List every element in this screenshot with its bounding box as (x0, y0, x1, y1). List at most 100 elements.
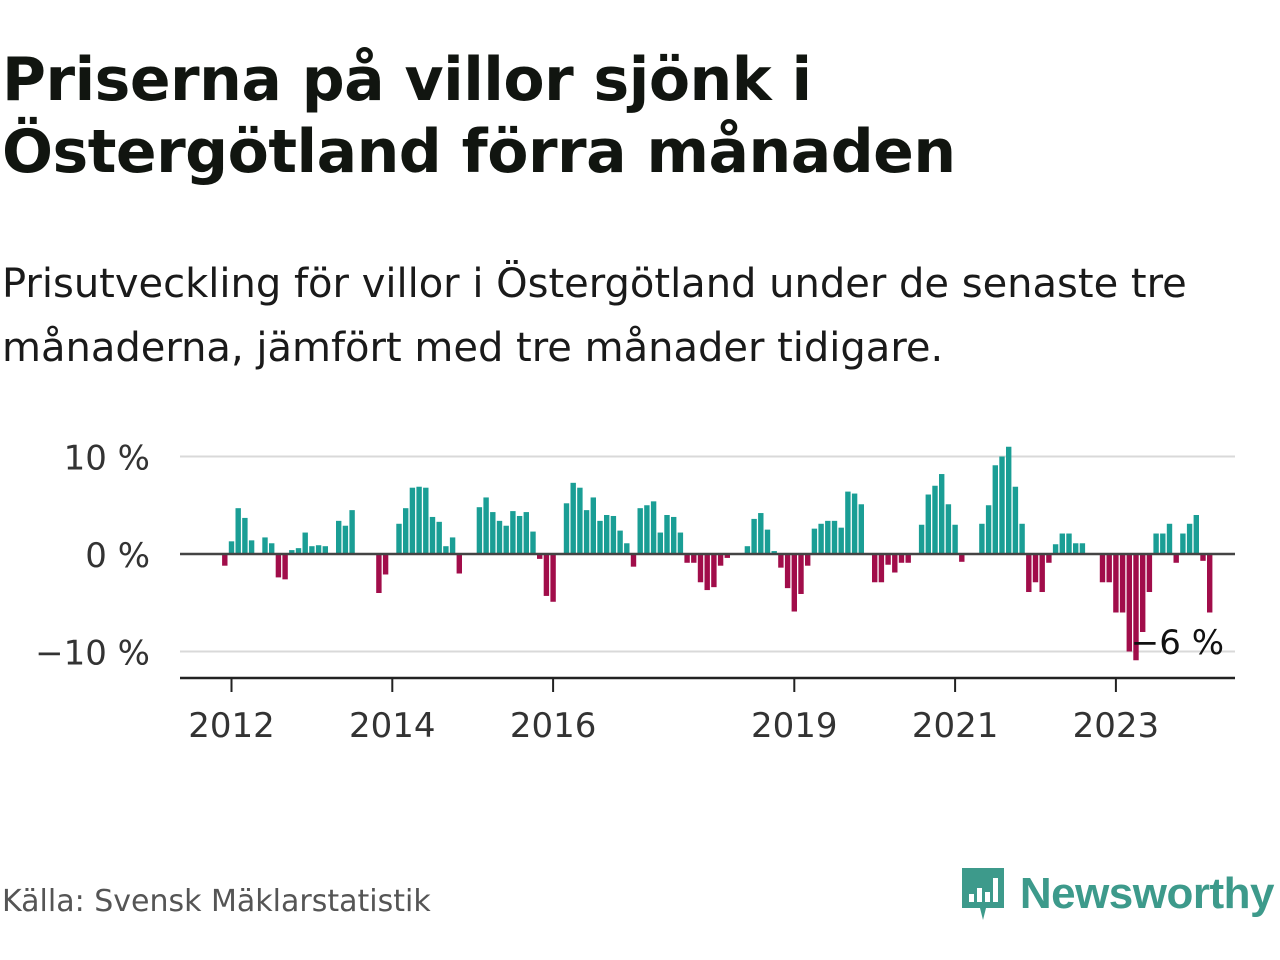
bar (1032, 554, 1039, 583)
y-tick-label: 10 % (64, 439, 150, 479)
bar (1186, 523, 1193, 554)
bar (671, 516, 677, 554)
bar (222, 554, 228, 566)
bar (798, 554, 804, 594)
bar (1160, 533, 1166, 554)
bar (1079, 543, 1086, 554)
bar (650, 501, 657, 554)
bar (516, 515, 523, 554)
bar (403, 508, 409, 554)
bar (577, 487, 583, 554)
bar (818, 523, 824, 554)
bar (1059, 533, 1065, 554)
bar (885, 554, 891, 565)
bar (831, 520, 838, 554)
bar (838, 527, 844, 554)
bar (436, 521, 442, 554)
brand-logo: Newsworthy (958, 862, 1275, 926)
bar (543, 554, 550, 596)
bar (289, 550, 295, 554)
bar (1106, 554, 1112, 583)
bar (322, 546, 328, 554)
bar (932, 485, 938, 554)
bar (302, 532, 308, 554)
bar (704, 554, 710, 591)
bar (845, 491, 851, 554)
y-axis-tick-labels: 10 % 0 % −10 % (35, 439, 150, 674)
bar (396, 523, 402, 554)
bar (295, 548, 302, 554)
bar (1119, 554, 1126, 613)
bar (939, 474, 945, 554)
bar (376, 554, 382, 593)
bar (490, 512, 496, 554)
chart-subtitle: Prisutveckling för villor i Östergötland… (2, 261, 1187, 371)
bar (443, 546, 449, 554)
bar (1180, 533, 1186, 554)
bar (724, 554, 730, 558)
bars (222, 446, 1213, 661)
x-tick-label: 2021 (912, 706, 999, 746)
bar (269, 543, 275, 554)
bar (784, 554, 791, 589)
bar (583, 510, 590, 555)
bar (959, 554, 965, 562)
bar (1173, 554, 1179, 563)
bar (315, 545, 322, 554)
bar (1133, 554, 1139, 661)
bar (604, 515, 610, 554)
bar (262, 537, 268, 554)
bar (610, 515, 617, 554)
bar (275, 554, 282, 578)
bar (248, 540, 255, 554)
bar (1006, 446, 1012, 554)
brand-name: Newsworthy (1019, 869, 1275, 918)
bar (1153, 533, 1159, 554)
bar (409, 487, 416, 554)
bar (805, 554, 811, 566)
bar (429, 516, 436, 554)
price-change-bar-chart: 10 % 0 % −10 % 2012 2014 2016 2019 2021 2023 −6… (35, 439, 1235, 746)
bar (1126, 554, 1132, 652)
x-axis-ticks: 2012 2014 2016 2019 2021 2023 (188, 678, 1159, 746)
bar (496, 520, 503, 554)
x-tick-label: 2014 (349, 706, 436, 746)
bar (637, 508, 643, 554)
bar (309, 546, 315, 554)
bar (985, 505, 992, 554)
bar (905, 554, 911, 563)
x-tick-label: 2019 (751, 706, 838, 746)
bar (1052, 544, 1059, 554)
bar (744, 546, 751, 554)
bar (925, 494, 931, 554)
bar (523, 512, 529, 554)
bar (1073, 543, 1079, 554)
bar (1207, 554, 1213, 613)
x-tick-label: 2012 (188, 706, 275, 746)
bar (228, 541, 235, 554)
bar (342, 525, 349, 554)
bar (456, 554, 462, 574)
bar (476, 507, 483, 554)
bar (1026, 554, 1032, 593)
bar (242, 517, 248, 554)
bar (1099, 554, 1106, 583)
bar (503, 525, 509, 554)
bar (550, 554, 556, 602)
bar (630, 554, 637, 567)
last-value-annotation: −6 % (1131, 623, 1224, 663)
y-tick-label: −10 % (35, 634, 150, 674)
bar (918, 524, 925, 554)
bar (697, 554, 704, 583)
bar (590, 497, 596, 554)
bar (825, 520, 831, 554)
newsworthy-bar-chart-logo-icon (961, 868, 1004, 920)
bar (771, 551, 777, 554)
bar (1146, 554, 1153, 593)
bar (1012, 486, 1019, 554)
bar (811, 528, 818, 554)
bar (570, 482, 576, 554)
bar (644, 505, 650, 554)
x-tick-label: 2023 (1073, 706, 1160, 746)
bar (349, 510, 355, 555)
